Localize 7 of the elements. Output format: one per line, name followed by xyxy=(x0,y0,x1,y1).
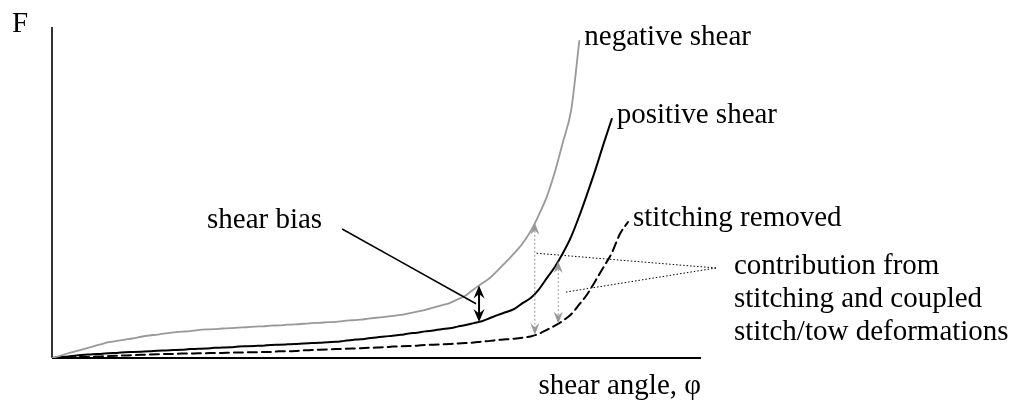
series-label: negative shear xyxy=(584,18,752,51)
y-axis-title: F xyxy=(12,6,29,38)
series-label: positive shear xyxy=(616,96,778,129)
x-axis-title: shear angle, φ xyxy=(538,368,701,400)
annotation: shear bias xyxy=(207,202,323,234)
text: contribution from stitching and coupled stitch/tow deformations xyxy=(734,248,1009,346)
series-label: stitching removed xyxy=(632,199,843,232)
